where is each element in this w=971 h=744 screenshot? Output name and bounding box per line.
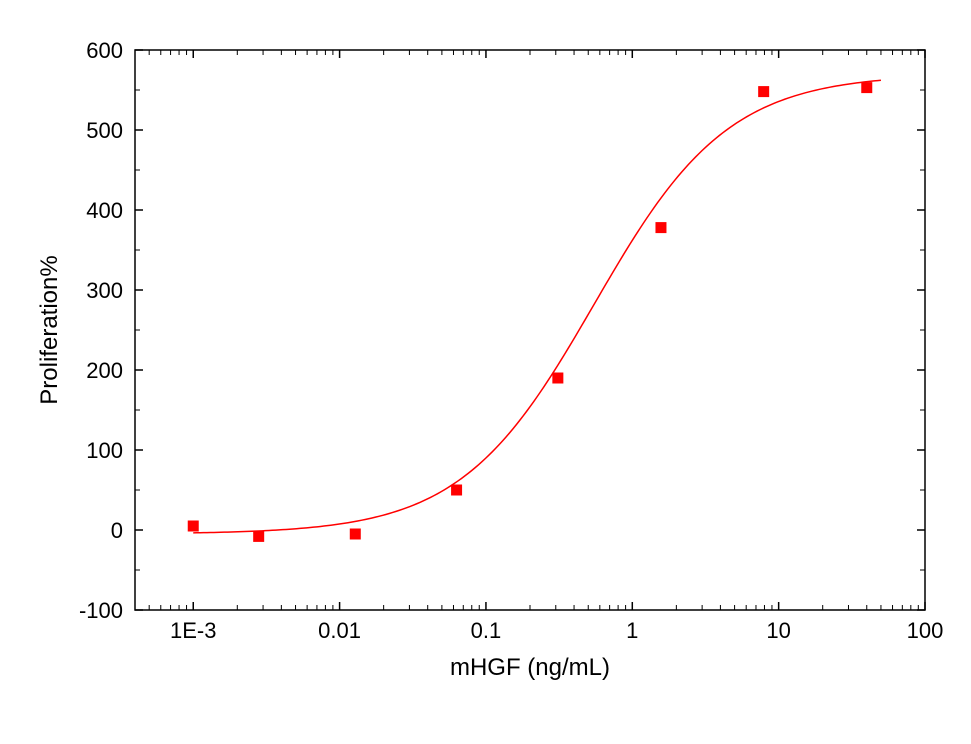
chart-svg: 1E-3 0.01 0.1 1 10 100 -100 0 100 200 300 400 500 600…	[0, 0, 971, 744]
x-tick-label: 0.01	[318, 618, 361, 643]
y-axis-label: Proliferation%	[36, 255, 63, 404]
y-tick-label: 600	[86, 38, 123, 63]
y-tick-label: 0	[111, 518, 123, 543]
fit-curve	[193, 80, 881, 533]
data-point	[552, 373, 563, 384]
data-point	[451, 485, 462, 496]
chart-container: 1E-3 0.01 0.1 1 10 100 -100 0 100 200 300 400 500 600…	[0, 0, 971, 744]
x-tick-label: 0.1	[471, 618, 502, 643]
data-point	[655, 222, 666, 233]
y-tick-label: 200	[86, 358, 123, 383]
data-point	[758, 86, 769, 97]
y-tick-label: 500	[86, 118, 123, 143]
data-point	[253, 531, 264, 542]
x-tick-label: 10	[766, 618, 790, 643]
x-tick-label: 1E-3	[170, 618, 216, 643]
data-point	[350, 529, 361, 540]
x-tick-label: 100	[907, 618, 944, 643]
data-point	[861, 82, 872, 93]
data-point	[188, 521, 199, 532]
x-tick-label: 1	[626, 618, 638, 643]
y-tick-label: 300	[86, 278, 123, 303]
y-tick-label: 100	[86, 438, 123, 463]
y-tick-label: -100	[79, 598, 123, 623]
x-axis-label: mHGF (ng/mL)	[450, 654, 610, 681]
y-tick-label: 400	[86, 198, 123, 223]
